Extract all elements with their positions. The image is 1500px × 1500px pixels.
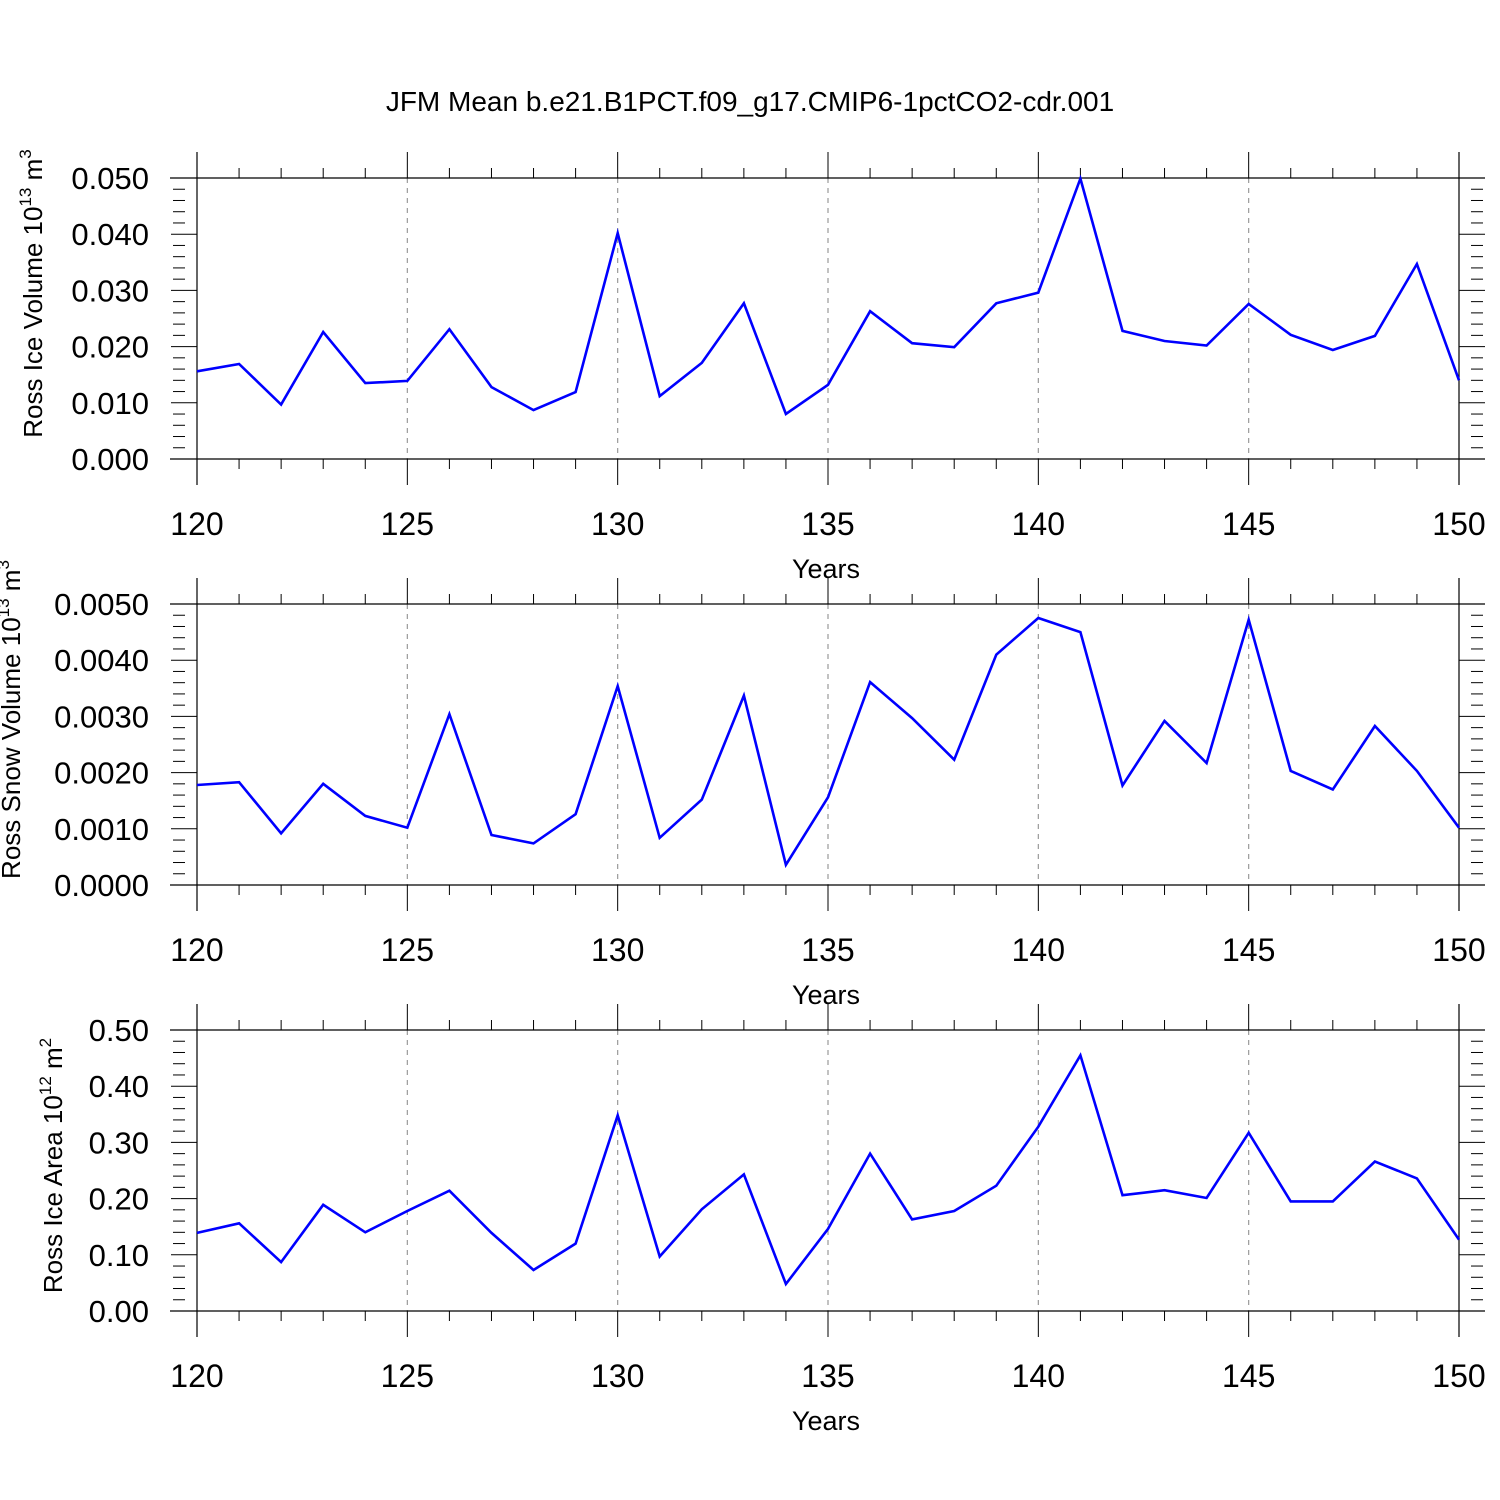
x-axis-label: Years xyxy=(792,1406,860,1436)
y-tick-label: 0.00 xyxy=(89,1294,149,1329)
y-tick-label: 0.0040 xyxy=(54,643,149,678)
series-line-ice-volume xyxy=(196,174,1461,417)
y-tick-label: 0.040 xyxy=(71,217,149,252)
x-tick-label: 150 xyxy=(1432,506,1485,542)
y-tick-label: 0.0020 xyxy=(54,756,149,791)
y-tick-label: 0.0000 xyxy=(54,868,149,903)
x-tick-label: 140 xyxy=(1012,932,1065,968)
x-tick-label: 120 xyxy=(170,1358,223,1394)
y-tick-label: 0.20 xyxy=(89,1182,149,1217)
chart-title: JFM Mean b.e21.B1PCT.f09_g17.CMIP6-1pctC… xyxy=(385,86,1115,117)
series-line-ice-area xyxy=(196,1052,1461,1287)
y-tick-label: 0.0030 xyxy=(54,699,149,734)
x-tick-label: 145 xyxy=(1222,1358,1275,1394)
y-tick-label: 0.0050 xyxy=(54,587,149,622)
x-tick-label: 145 xyxy=(1222,932,1275,968)
y-axis-label: Ross Ice Volume 1013 m3 xyxy=(16,149,48,438)
y-axis-label: Ross Ice Area 1012 m2 xyxy=(36,1038,68,1293)
x-axis-label: Years xyxy=(792,980,860,1010)
x-tick-label: 140 xyxy=(1012,1358,1065,1394)
x-tick-label: 150 xyxy=(1432,1358,1485,1394)
y-tick-label: 0.0010 xyxy=(54,812,149,847)
series-line-snow-volume xyxy=(196,614,1461,869)
x-tick-label: 140 xyxy=(1012,506,1065,542)
x-tick-label: 135 xyxy=(801,506,854,542)
x-tick-label: 145 xyxy=(1222,506,1275,542)
panel-ice-volume: 0.000 0.010 0.020 0.030 0.040 0.050 120 125 130 1… xyxy=(16,149,1486,584)
panel-ice-area: 0.00 0.10 0.20 0.30 0.40 0.50 120 125 130 135 140 1… xyxy=(36,1004,1486,1436)
panel-snow-volume: 0.0000 0.0010 0.0020 0.0030 0.0040 0.0050 120 1… xyxy=(0,560,1486,1010)
x-tick-label: 135 xyxy=(801,932,854,968)
x-tick-label: 125 xyxy=(381,932,434,968)
y-tick-label: 0.010 xyxy=(71,386,149,421)
x-tick-label: 125 xyxy=(381,1358,434,1394)
y-tick-label: 0.000 xyxy=(71,442,149,477)
x-tick-label: 120 xyxy=(170,506,223,542)
y-tick-label: 0.050 xyxy=(71,161,149,196)
x-tick-label: 130 xyxy=(591,506,644,542)
x-tick-label: 135 xyxy=(801,1358,854,1394)
x-tick-label: 125 xyxy=(381,506,434,542)
x-tick-label: 150 xyxy=(1432,932,1485,968)
y-tick-label: 0.030 xyxy=(71,273,149,308)
y-tick-label: 0.50 xyxy=(89,1013,149,1048)
x-tick-label: 130 xyxy=(591,932,644,968)
x-axis-label: Years xyxy=(792,554,860,584)
y-tick-label: 0.30 xyxy=(89,1125,149,1160)
x-tick-label: 130 xyxy=(591,1358,644,1394)
y-tick-label: 0.40 xyxy=(89,1069,149,1104)
y-axis-label: Ross Snow Volume 1013 m3 xyxy=(0,560,26,879)
x-tick-label: 120 xyxy=(170,932,223,968)
y-tick-label: 0.020 xyxy=(71,330,149,365)
y-tick-label: 0.10 xyxy=(89,1238,149,1273)
